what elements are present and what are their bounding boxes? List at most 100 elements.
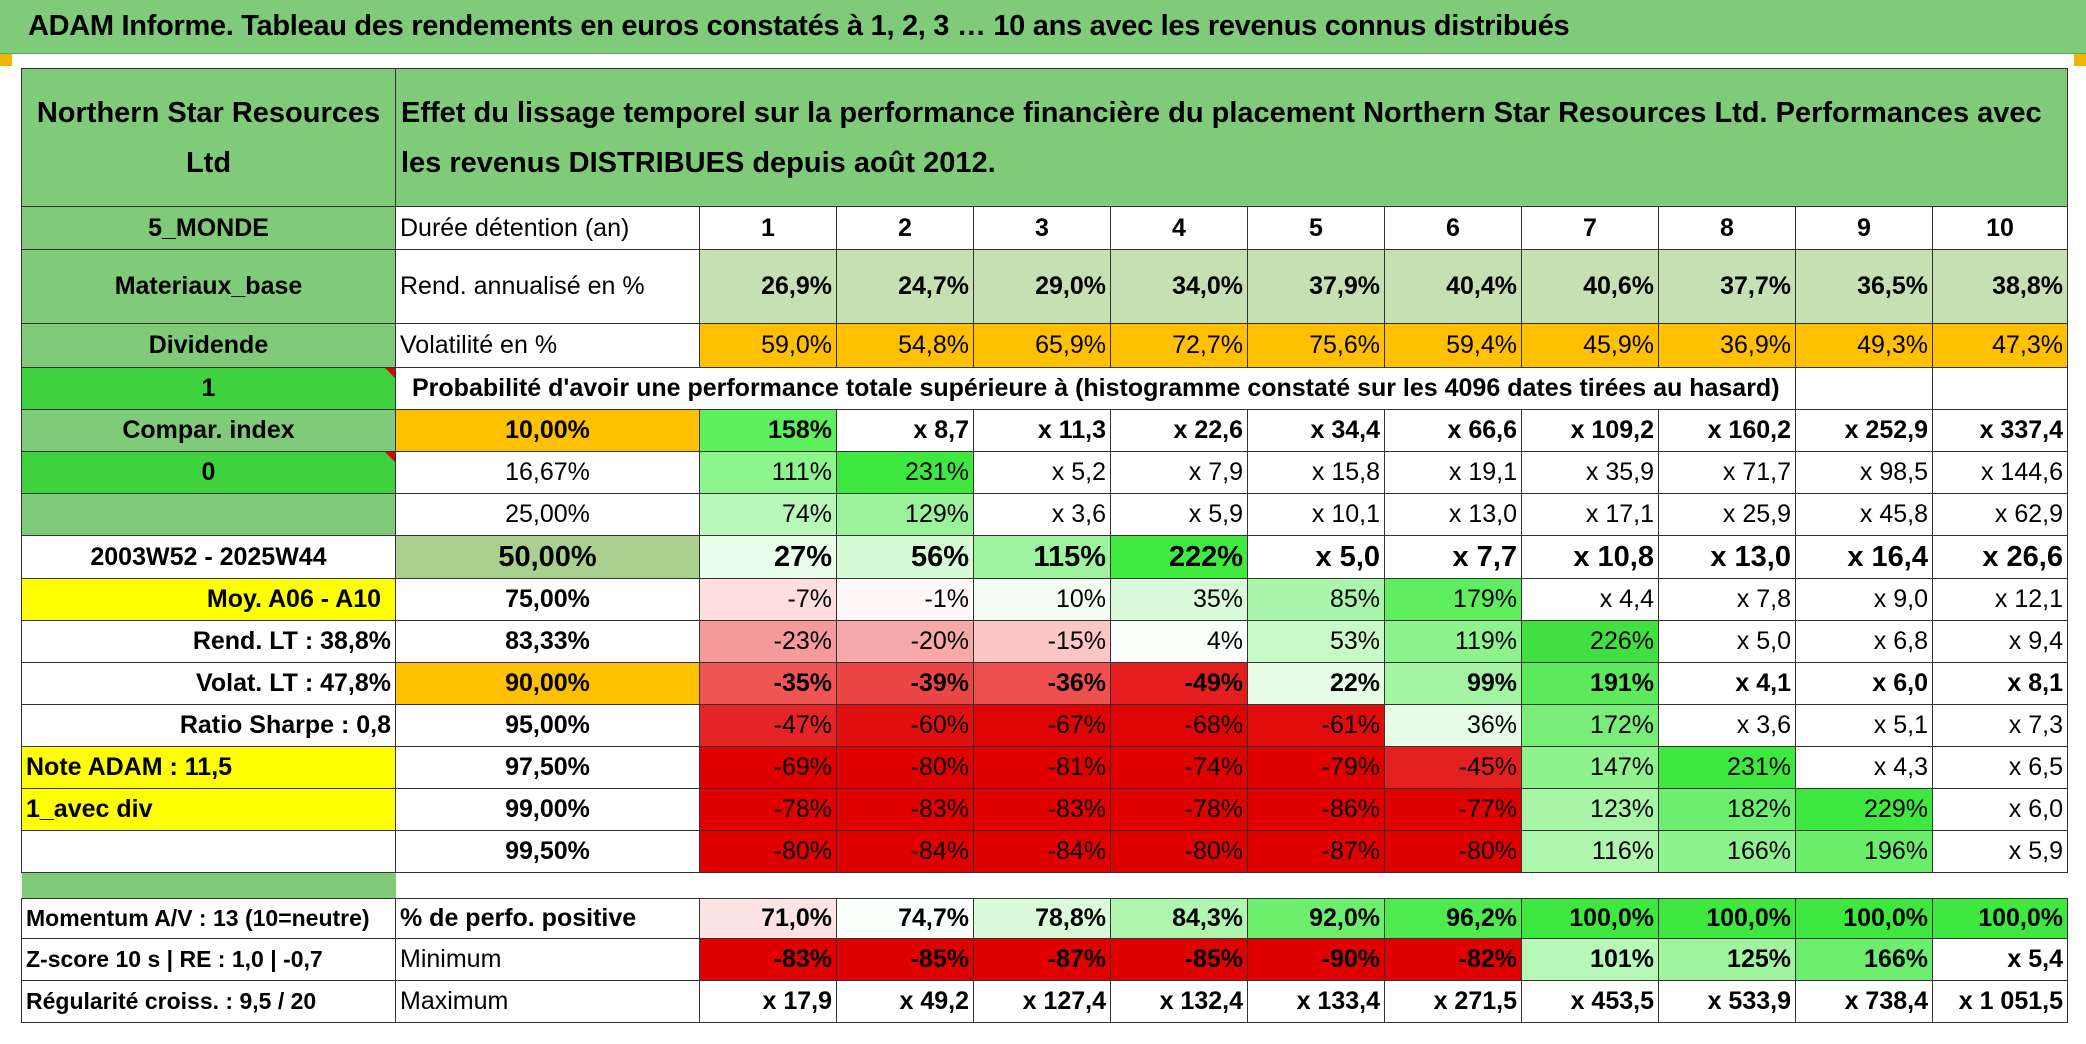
proba-cell: 56% <box>836 535 974 579</box>
proba-pct: 90,00% <box>395 662 700 705</box>
proba-header: Probabilité d'avoir une performance tota… <box>395 367 1796 410</box>
proba-cell: 85% <box>1247 578 1385 621</box>
proba-cell: x 3,6 <box>1658 704 1796 747</box>
proba-cell: -67% <box>973 704 1111 747</box>
proba-cell: x 4,3 <box>1795 746 1933 789</box>
minimum-cell: 166% <box>1795 938 1933 981</box>
rend-cell: 38,8% <box>1932 249 2068 324</box>
proba-cell: -39% <box>836 662 974 705</box>
proba-cell: -78% <box>1110 788 1248 831</box>
minimum-cell: -90% <box>1247 938 1385 981</box>
perfo-pos-label: % de perfo. positive <box>395 898 700 939</box>
proba-cell: 119% <box>1384 620 1522 663</box>
proba-cell: -79% <box>1247 746 1385 789</box>
volat-cell: 47,3% <box>1932 323 2068 368</box>
proba-pct: 83,33% <box>395 620 700 663</box>
proba-cell: 166% <box>1658 830 1796 873</box>
company-name: Northern Star Resources Ltd <box>21 68 396 207</box>
proba-cell: x 7,3 <box>1932 704 2068 747</box>
zone-label: 5_MONDE <box>21 206 396 250</box>
proba-cell: 231% <box>1658 746 1796 789</box>
corner-marker <box>2074 54 2086 66</box>
selector-cell-1[interactable]: 1 <box>21 367 396 410</box>
maximum-cell: x 271,5 <box>1384 980 1522 1023</box>
proba-cell: -80% <box>1110 830 1248 873</box>
volat-cell: 59,0% <box>699 323 837 368</box>
maximum-label: Maximum <box>395 980 700 1023</box>
minimum-cell: x 5,4 <box>1932 938 2068 981</box>
proba-cell: -69% <box>699 746 837 789</box>
empty-left-cell <box>21 493 396 536</box>
sharpe-label: Ratio Sharpe : 0,8 <box>21 704 396 747</box>
maximum-cell: x 1 051,5 <box>1932 980 2068 1023</box>
proba-cell: x 71,7 <box>1658 451 1796 494</box>
year-header: 3 <box>973 206 1111 250</box>
minimum-cell: -85% <box>836 938 974 981</box>
proba-cell: x 5,9 <box>1110 493 1248 536</box>
proba-cell: -74% <box>1110 746 1248 789</box>
rend-lt-label: Rend. LT : 38,8% <box>21 620 396 663</box>
minimum-cell: -83% <box>699 938 837 981</box>
empty-left-cell <box>21 830 396 873</box>
rend-label: Rend. annualisé en % <box>395 249 700 324</box>
moy-label: Moy. A06 - A10 <box>21 578 396 621</box>
year-header: 1 <box>699 206 837 250</box>
proba-cell: 74% <box>699 493 837 536</box>
maximum-cell: x 133,4 <box>1247 980 1385 1023</box>
selector-cell-0[interactable]: 0 <box>21 451 396 494</box>
zscore-label: Z-score 10 s | RE : 1,0 | -0,7 <box>21 938 396 981</box>
proba-cell: 22% <box>1247 662 1385 705</box>
proba-cell: x 144,6 <box>1932 451 2068 494</box>
volat-cell: 59,4% <box>1384 323 1522 368</box>
proba-cell: x 4,4 <box>1521 578 1659 621</box>
table-description: Effet du lissage temporel sur la perform… <box>395 68 2068 207</box>
proba-cell: x 66,6 <box>1384 409 1522 452</box>
proba-cell: x 252,9 <box>1795 409 1933 452</box>
proba-cell: 53% <box>1247 620 1385 663</box>
proba-pct: 95,00% <box>395 704 700 747</box>
rend-cell: 26,9% <box>699 249 837 324</box>
proba-cell: -86% <box>1247 788 1385 831</box>
proba-cell: x 13,0 <box>1384 493 1522 536</box>
proba-cell: 4% <box>1110 620 1248 663</box>
corner-marker <box>0 54 12 66</box>
proba-cell: -80% <box>1384 830 1522 873</box>
proba-cell: 111% <box>699 451 837 494</box>
proba-cell: 10% <box>973 578 1111 621</box>
proba-cell: x 11,3 <box>973 409 1111 452</box>
proba-cell: -78% <box>699 788 837 831</box>
minimum-cell: -87% <box>973 938 1111 981</box>
proba-cell: -1% <box>836 578 974 621</box>
maximum-cell: x 738,4 <box>1795 980 1933 1023</box>
proba-cell: -83% <box>973 788 1111 831</box>
rend-cell: 34,0% <box>1110 249 1248 324</box>
proba-cell: x 98,5 <box>1795 451 1933 494</box>
maximum-cell: x 453,5 <box>1521 980 1659 1023</box>
proba-cell: -87% <box>1247 830 1385 873</box>
rend-cell: 37,9% <box>1247 249 1385 324</box>
period-label: 2003W52 - 2025W44 <box>21 535 396 579</box>
year-header: 5 <box>1247 206 1385 250</box>
proba-cell: -7% <box>699 578 837 621</box>
proba-cell: x 7,8 <box>1658 578 1796 621</box>
perfo-pos-cell: 71,0% <box>699 898 837 939</box>
year-header: 6 <box>1384 206 1522 250</box>
rend-cell: 40,6% <box>1521 249 1659 324</box>
year-header: 10 <box>1932 206 2068 250</box>
proba-cell: x 6,5 <box>1932 746 2068 789</box>
proba-cell: x 8,7 <box>836 409 974 452</box>
maximum-cell: x 533,9 <box>1658 980 1796 1023</box>
proba-cell: -80% <box>836 746 974 789</box>
proba-cell: x 17,1 <box>1521 493 1659 536</box>
year-header: 7 <box>1521 206 1659 250</box>
momentum-label: Momentum A/V : 13 (10=neutre) <box>21 898 396 939</box>
proba-cell: x 337,4 <box>1932 409 2068 452</box>
proba-cell: 116% <box>1521 830 1659 873</box>
proba-cell: -36% <box>973 662 1111 705</box>
compar-index-label: Compar. index <box>21 409 396 452</box>
proba-cell: x 19,1 <box>1384 451 1522 494</box>
proba-cell: x 6,0 <box>1795 662 1933 705</box>
proba-cell: x 10,1 <box>1247 493 1385 536</box>
proba-cell: 229% <box>1795 788 1933 831</box>
proba-pct: 99,00% <box>395 788 700 831</box>
